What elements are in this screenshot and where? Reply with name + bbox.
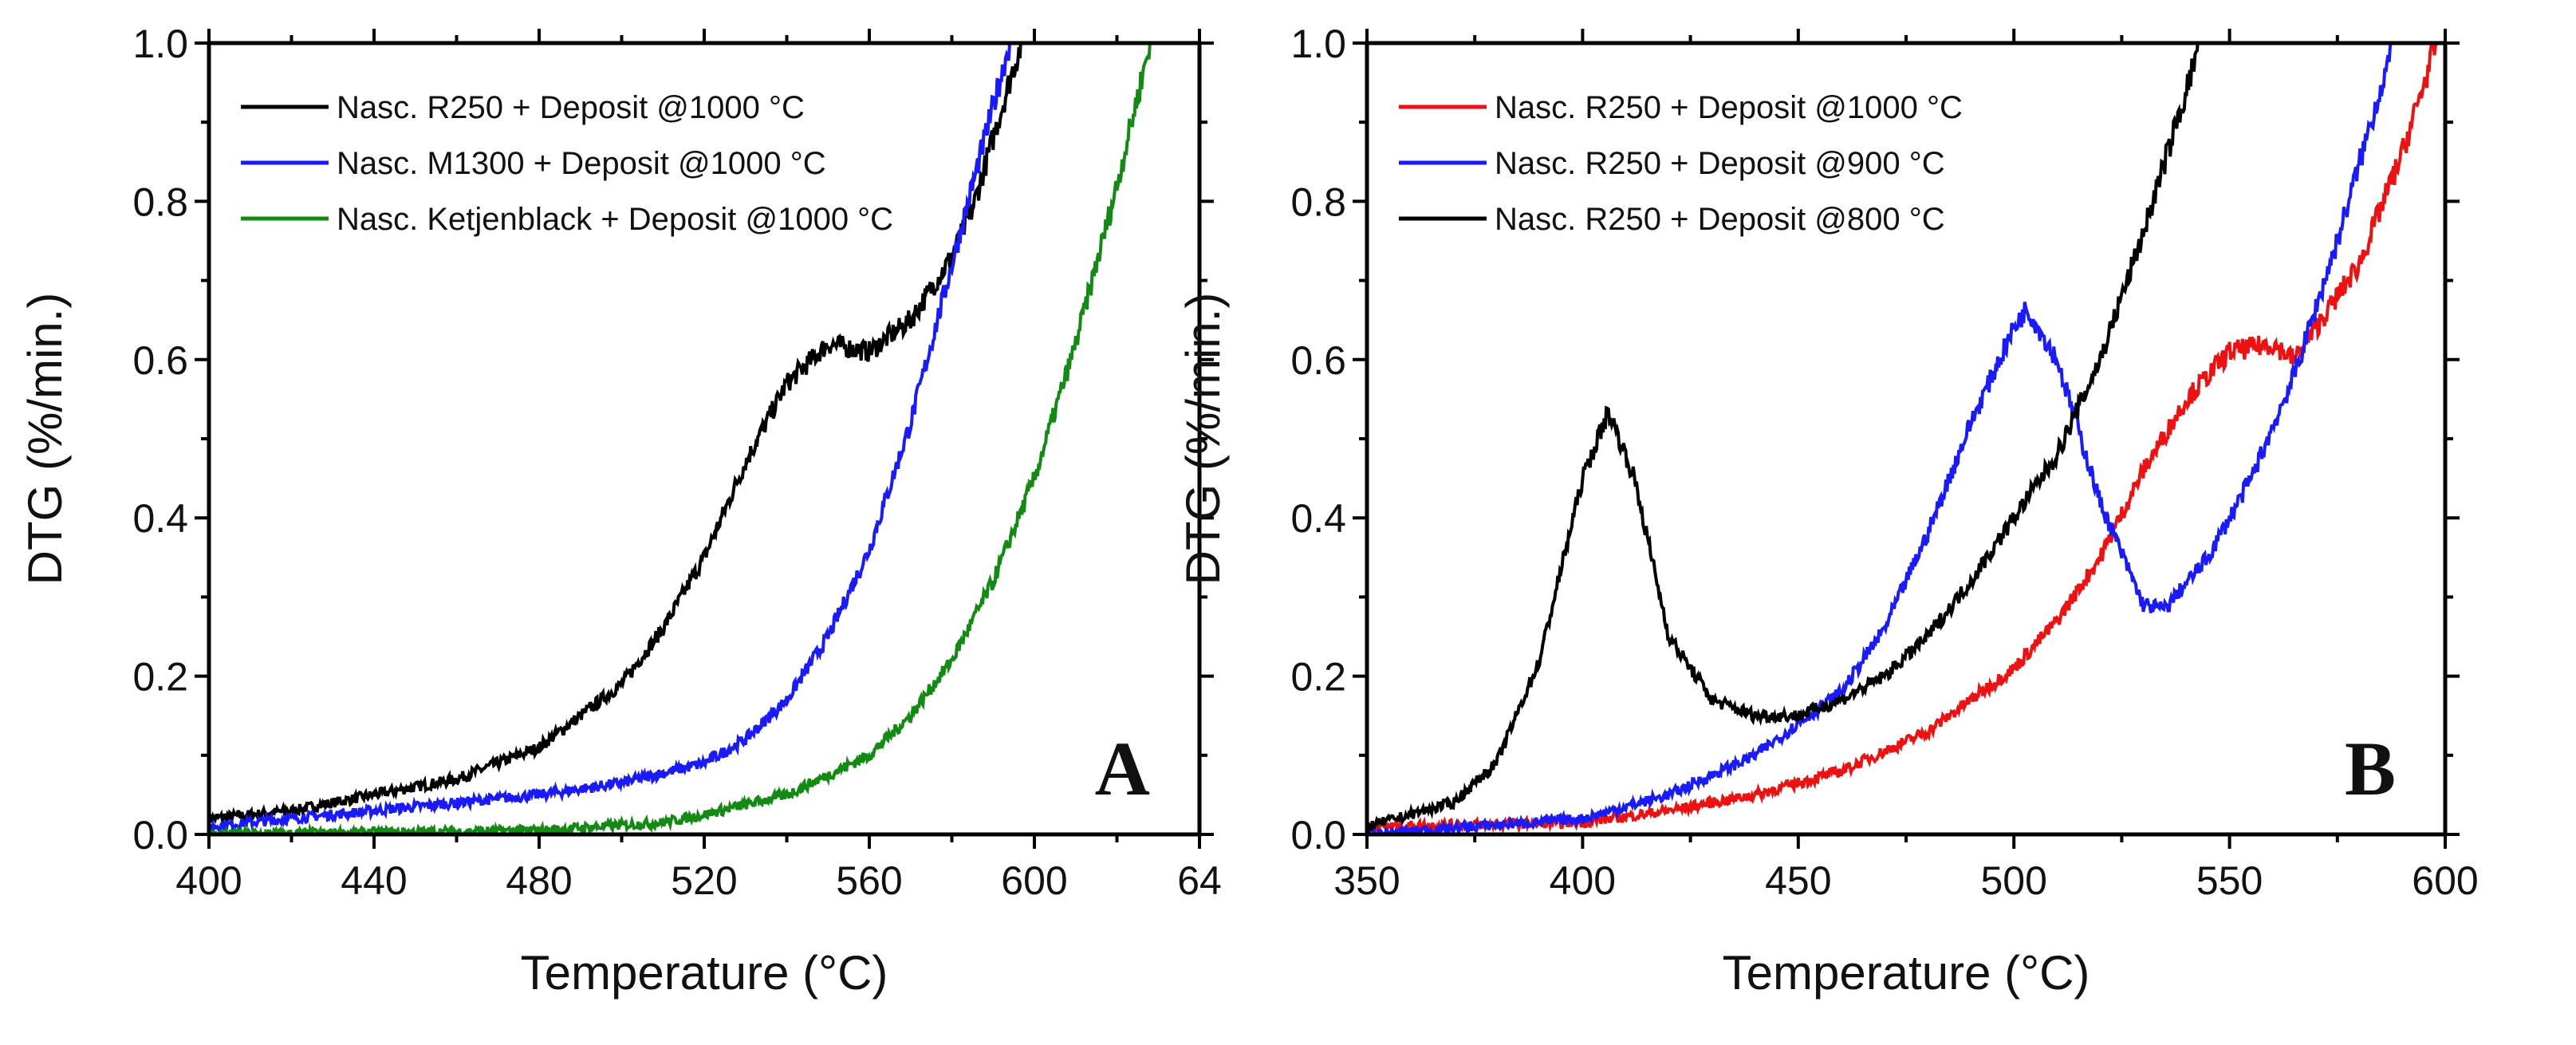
y-tick-label: 0.2 [1290,655,1346,700]
x-tick-label: 400 [175,858,242,903]
legend-label: Nasc. Ketjenblack + Deposit @1000 °C [337,202,893,237]
y-tick-label: 0.4 [132,496,188,541]
x-tick-label: 560 [836,858,902,903]
x-tick-label: 600 [1001,858,1067,903]
legend-label: Nasc. M1300 + Deposit @1000 °C [337,146,826,181]
series-line-1 [1367,43,2394,834]
series-line-1 [209,43,1011,834]
y-tick-label: 0.8 [1290,179,1346,224]
panel-label: B [2345,726,2396,811]
legend-label: Nasc. R250 + Deposit @900 °C [1495,146,1945,181]
legend-label: Nasc. R250 + Deposit @1000 °C [337,90,805,125]
y-tick-label: 0.0 [1290,813,1346,858]
legend-label: Nasc. R250 + Deposit @1000 °C [1495,90,1963,125]
x-tick-label: 400 [1550,858,1616,903]
x-tick-label: 500 [1980,858,2046,903]
x-tick-label: 550 [2196,858,2263,903]
x-tick-label: 440 [341,858,407,903]
panel-label: A [1095,726,1150,811]
series-line-0 [209,43,1022,825]
y-tick-label: 1.0 [1290,22,1346,66]
x-axis-title: Temperature (°C) [1723,946,2090,1000]
chart-panel-a: 400 440 480 520 560 600 64 0.0 0.2 0.4 0.6 0.8 1.0 Te… [18,22,1222,1000]
chart-panel-b: 350 400 450 500 550 600 0.0 0.2 0.4 0.6 0.8 1.0 Temp… [1176,22,2479,1000]
legend: Nasc. R250 + Deposit @1000 °C Nasc. M1300… [241,90,893,237]
x-axis-title: Temperature (°C) [521,946,888,1000]
x-tick-label: 64 [1177,858,1222,903]
y-tick-label: 0.8 [132,179,188,224]
y-tick-label: 0.4 [1290,496,1346,541]
legend-label: Nasc. R250 + Deposit @800 °C [1495,202,1945,237]
series-line-2 [1367,43,2200,832]
x-tick-label: 480 [506,858,572,903]
series-line-0 [1367,43,2439,834]
y-tick-label: 0.0 [132,813,188,858]
x-tick-label: 350 [1333,858,1400,903]
x-tick-label: 520 [671,858,737,903]
x-tick-label: 600 [2412,858,2478,903]
legend: Nasc. R250 + Deposit @1000 °C Nasc. R250 … [1399,90,1963,237]
y-tick-label: 1.0 [132,22,188,66]
y-tick-label: 0.6 [132,338,188,383]
y-tick-label: 0.2 [132,655,188,700]
y-axis-title: DTG (%/min.) [1176,293,1230,586]
y-tick-label: 0.6 [1290,338,1346,383]
x-tick-label: 450 [1765,858,1831,903]
y-axis-title: DTG (%/min.) [18,293,72,586]
